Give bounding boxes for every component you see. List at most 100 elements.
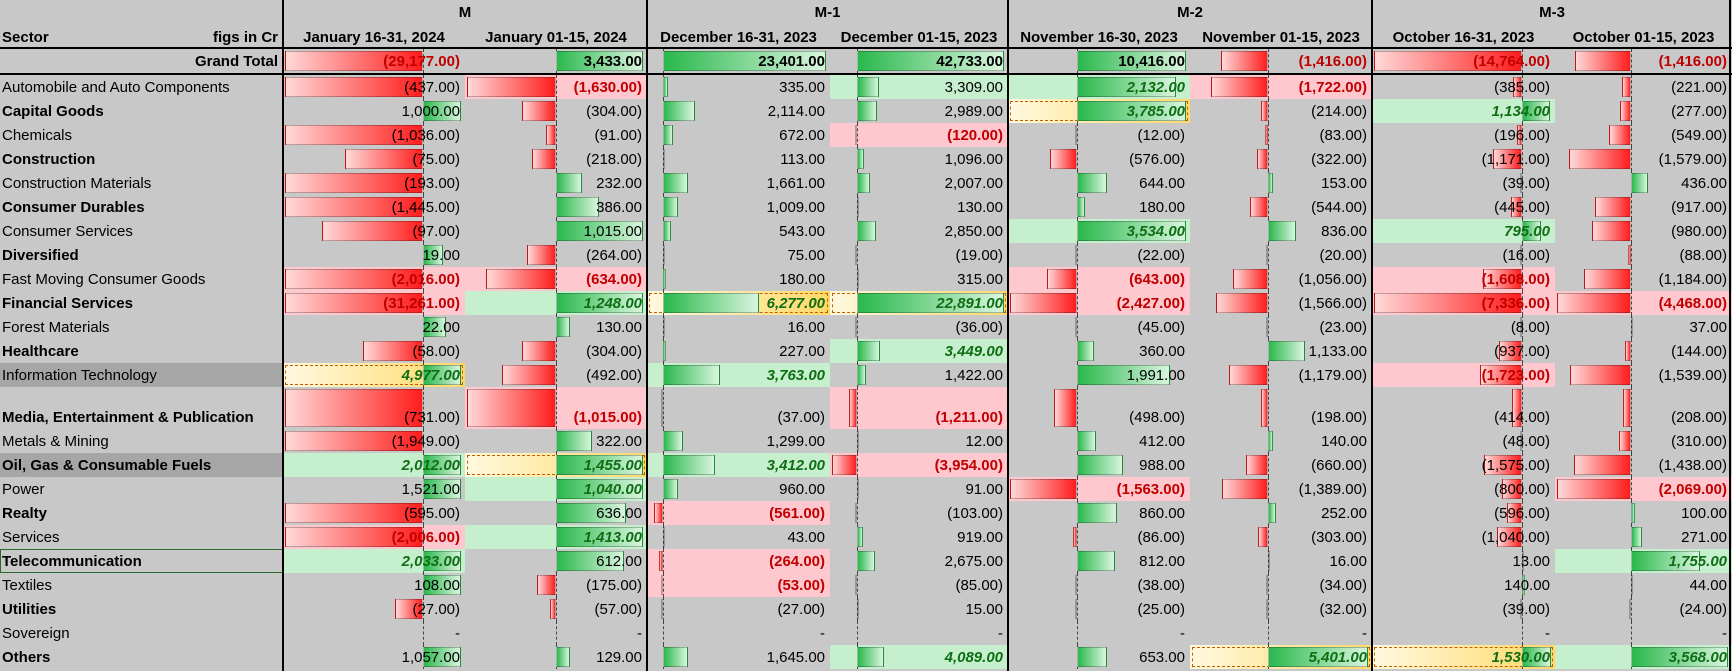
- table-cell[interactable]: (4,468.00): [1555, 291, 1732, 315]
- table-cell[interactable]: (20.00): [1190, 243, 1372, 267]
- sector-name[interactable]: Chemicals: [2, 126, 73, 144]
- sector-name[interactable]: Automobile and Auto Components: [2, 78, 230, 96]
- table-cell[interactable]: 252.00: [1190, 501, 1372, 525]
- table-cell[interactable]: (24.00): [1555, 597, 1732, 621]
- table-cell[interactable]: 1,645.00: [647, 645, 830, 669]
- table-cell[interactable]: (2,006.00): [283, 525, 465, 549]
- table-cell[interactable]: (45.00): [1008, 315, 1190, 339]
- table-cell[interactable]: 3,449.00: [830, 339, 1008, 363]
- table-cell[interactable]: 13.00: [1372, 549, 1555, 573]
- table-cell[interactable]: (1,949.00): [283, 429, 465, 453]
- table-cell[interactable]: 836.00: [1190, 219, 1372, 243]
- table-cell[interactable]: 3,568.00: [1555, 645, 1732, 669]
- table-cell[interactable]: (1,056.00): [1190, 267, 1372, 291]
- table-cell[interactable]: -: [1008, 621, 1190, 645]
- table-cell[interactable]: (549.00): [1555, 123, 1732, 147]
- table-cell[interactable]: 1,040.00: [465, 477, 647, 501]
- table-cell[interactable]: (53.00): [647, 573, 830, 597]
- table-cell[interactable]: 919.00: [830, 525, 1008, 549]
- grand-total-cell[interactable]: 3,433.00: [465, 49, 647, 73]
- sector-name[interactable]: Textiles: [2, 576, 53, 594]
- table-cell[interactable]: 1,521.00: [283, 477, 465, 501]
- sector-name[interactable]: Healthcare: [2, 342, 79, 360]
- table-cell[interactable]: 180.00: [1008, 195, 1190, 219]
- table-cell[interactable]: (437.00): [283, 75, 465, 99]
- table-cell[interactable]: (1,040.00): [1372, 525, 1555, 549]
- table-cell[interactable]: (304.00): [465, 339, 647, 363]
- table-cell[interactable]: 386.00: [465, 195, 647, 219]
- table-cell[interactable]: 12.00: [830, 429, 1008, 453]
- sector-name[interactable]: Services: [2, 528, 60, 546]
- column-header[interactable]: October 01-15, 2023: [1572, 28, 1715, 46]
- table-cell[interactable]: (103.00): [830, 501, 1008, 525]
- table-cell[interactable]: (1,722.00): [1190, 75, 1372, 99]
- column-header[interactable]: November 01-15, 2023: [1202, 28, 1360, 46]
- table-cell[interactable]: (561.00): [647, 501, 830, 525]
- table-cell[interactable]: 2,012.00: [283, 453, 465, 477]
- table-cell[interactable]: (83.00): [1190, 123, 1372, 147]
- table-cell[interactable]: (2,016.00): [283, 267, 465, 291]
- grand-total-cell[interactable]: (1,416.00): [1555, 49, 1732, 73]
- table-cell[interactable]: 612.00: [465, 549, 647, 573]
- column-header[interactable]: November 16-30, 2023: [1020, 28, 1178, 46]
- table-cell[interactable]: 543.00: [647, 219, 830, 243]
- table-cell[interactable]: (492.00): [465, 363, 647, 387]
- table-cell[interactable]: (120.00): [830, 123, 1008, 147]
- table-cell[interactable]: (22.00): [1008, 243, 1190, 267]
- table-cell[interactable]: 960.00: [647, 477, 830, 501]
- table-cell[interactable]: 227.00: [647, 339, 830, 363]
- table-cell[interactable]: (16.00): [1372, 243, 1555, 267]
- table-cell[interactable]: 43.00: [647, 525, 830, 549]
- table-cell[interactable]: (2,069.00): [1555, 477, 1732, 501]
- sector-name[interactable]: Forest Materials: [2, 318, 110, 336]
- table-cell[interactable]: 153.00: [1190, 171, 1372, 195]
- grand-total-cell[interactable]: (29,177.00): [283, 49, 465, 73]
- table-cell[interactable]: (445.00): [1372, 195, 1555, 219]
- table-cell[interactable]: 412.00: [1008, 429, 1190, 453]
- table-cell[interactable]: 37.00: [1555, 315, 1732, 339]
- sector-header[interactable]: Sector: [2, 28, 49, 46]
- table-cell[interactable]: (1,608.00): [1372, 267, 1555, 291]
- table-cell[interactable]: 3,412.00: [647, 453, 830, 477]
- table-cell[interactable]: (38.00): [1008, 573, 1190, 597]
- sector-name[interactable]: Consumer Services: [2, 222, 133, 240]
- table-cell[interactable]: (32.00): [1190, 597, 1372, 621]
- table-cell[interactable]: 130.00: [465, 315, 647, 339]
- table-cell[interactable]: (1,015.00): [465, 387, 647, 429]
- table-cell[interactable]: (19.00): [830, 243, 1008, 267]
- table-cell[interactable]: (1,179.00): [1190, 363, 1372, 387]
- table-cell[interactable]: (917.00): [1555, 195, 1732, 219]
- table-cell[interactable]: 2,132.00: [1008, 75, 1190, 99]
- table-cell[interactable]: (937.00): [1372, 339, 1555, 363]
- sector-name[interactable]: Diversified: [2, 246, 79, 264]
- table-cell[interactable]: 1,422.00: [830, 363, 1008, 387]
- table-cell[interactable]: 3,534.00: [1008, 219, 1190, 243]
- table-cell[interactable]: 129.00: [465, 645, 647, 669]
- table-cell[interactable]: 322.00: [465, 429, 647, 453]
- table-cell[interactable]: 1,455.00: [465, 453, 647, 477]
- table-cell[interactable]: (1,184.00): [1555, 267, 1732, 291]
- table-cell[interactable]: (221.00): [1555, 75, 1732, 99]
- table-cell[interactable]: 4,089.00: [830, 645, 1008, 669]
- table-cell[interactable]: 3,309.00: [830, 75, 1008, 99]
- table-cell[interactable]: (193.00): [283, 171, 465, 195]
- sector-name[interactable]: Construction: [2, 150, 96, 168]
- table-cell[interactable]: 1,299.00: [647, 429, 830, 453]
- table-cell[interactable]: (303.00): [1190, 525, 1372, 549]
- table-cell[interactable]: 1,530.00: [1372, 645, 1555, 669]
- table-cell[interactable]: (218.00): [465, 147, 647, 171]
- table-cell[interactable]: 130.00: [830, 195, 1008, 219]
- table-cell[interactable]: 140.00: [1372, 573, 1555, 597]
- table-cell[interactable]: 91.00: [830, 477, 1008, 501]
- table-cell[interactable]: 988.00: [1008, 453, 1190, 477]
- table-cell[interactable]: (208.00): [1555, 387, 1732, 429]
- sector-name[interactable]: Financial Services: [2, 294, 133, 312]
- table-cell[interactable]: 315.00: [830, 267, 1008, 291]
- table-cell[interactable]: (1,445.00): [283, 195, 465, 219]
- table-cell[interactable]: 1,248.00: [465, 291, 647, 315]
- table-cell[interactable]: (75.00): [283, 147, 465, 171]
- table-cell[interactable]: (214.00): [1190, 99, 1372, 123]
- table-cell[interactable]: (85.00): [830, 573, 1008, 597]
- table-cell[interactable]: (731.00): [283, 387, 465, 429]
- table-cell[interactable]: (1,036.00): [283, 123, 465, 147]
